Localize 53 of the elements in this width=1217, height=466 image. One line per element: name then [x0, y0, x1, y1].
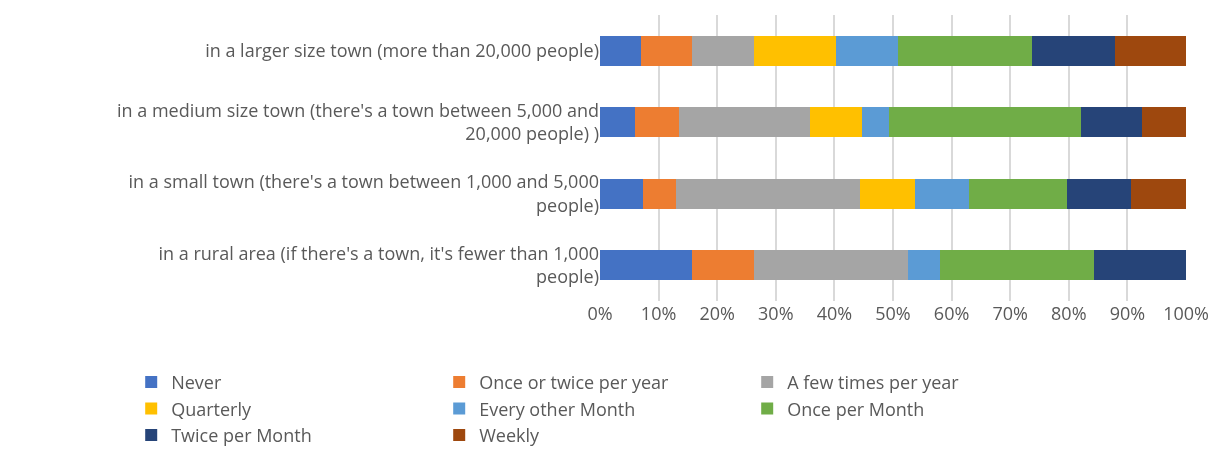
x-tick-label: 100% — [1163, 301, 1209, 325]
x-tick-label: 80% — [1051, 301, 1087, 325]
legend-label: Every other Month — [479, 396, 636, 421]
y-tick-label: in a rural area (if there's a town, it's fewer than 1,000 people) — [158, 240, 599, 289]
x-tick-label: 0% — [587, 301, 613, 325]
x-tick-label: 30% — [758, 301, 794, 325]
bar — [908, 250, 940, 281]
bar — [810, 107, 862, 138]
x-tick-label: 90% — [1109, 301, 1146, 325]
bar — [600, 35, 642, 66]
bar — [754, 35, 837, 66]
x-tick-label: 70% — [992, 301, 1028, 325]
bar — [939, 250, 1094, 281]
bar — [692, 35, 755, 66]
bar — [676, 178, 861, 209]
bar — [641, 35, 692, 66]
bar — [1031, 35, 1115, 66]
legend-label: Once or twice per year — [479, 370, 670, 395]
bar — [678, 107, 811, 138]
bar — [754, 250, 909, 281]
legend-label: Twice per Month — [171, 422, 312, 447]
legend-label: Once per Month — [787, 396, 925, 421]
x-tick-label: 20% — [699, 301, 735, 325]
bar — [1067, 178, 1131, 209]
bar — [968, 178, 1068, 209]
y-tick-label: in a larger size town (more than 20,000 people) — [205, 38, 599, 63]
bar — [836, 35, 899, 66]
x-tick-label: 50% — [875, 301, 911, 325]
bar — [634, 107, 679, 138]
y-tick-label: in a medium size town (there's a town between 5,000 and 20,000 people) ) — [117, 97, 599, 146]
bar — [915, 178, 969, 209]
bar — [1130, 178, 1186, 209]
legend-label: A few times per year — [787, 370, 960, 395]
bar — [861, 107, 889, 138]
legend-label: Weekly — [479, 422, 541, 447]
bar — [692, 250, 755, 281]
legend-label: Never — [171, 370, 222, 395]
bar — [600, 178, 644, 209]
bar — [600, 107, 635, 138]
bar — [1114, 35, 1186, 66]
bar — [1094, 250, 1186, 281]
x-tick-label: 10% — [640, 301, 677, 325]
x-tick-label: 60% — [933, 301, 970, 325]
bar — [1142, 107, 1186, 138]
bar — [600, 250, 692, 281]
bar — [860, 178, 916, 209]
bar — [1081, 107, 1143, 138]
bar — [643, 178, 677, 209]
bar — [898, 35, 1032, 66]
bar — [888, 107, 1082, 138]
y-tick-label: in a small town (there's a town between 1,000 and 5,000 people) — [128, 169, 599, 217]
legend-label: Quarterly — [171, 396, 253, 421]
x-tick-label: 40% — [816, 301, 853, 325]
